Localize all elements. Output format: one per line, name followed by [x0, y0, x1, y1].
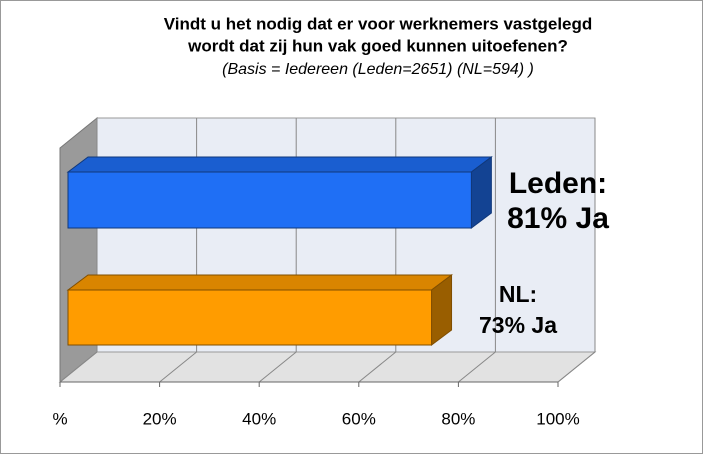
bar: [67, 289, 433, 346]
chart-subtitle: (Basis = Iedereen (Leden=2651) (NL=594) …: [222, 61, 534, 78]
value-label: 81% Ja: [507, 202, 609, 235]
bar-top: [66, 274, 454, 291]
x-tick-label: 60%: [342, 409, 376, 428]
floor-grid-line: [59, 351, 98, 383]
chart-title: wordt dat zij hun vak goed kunnen uitoef…: [187, 36, 568, 55]
chart-title: Vindt u het nodig dat er voor werknemers…: [164, 14, 593, 33]
x-tick-label: %: [52, 409, 67, 428]
x-tick-label: 20%: [143, 409, 177, 428]
bar: [67, 171, 472, 229]
floor-grid-line: [358, 351, 397, 383]
x-tick-label: 40%: [242, 409, 276, 428]
value-label: NL:: [499, 281, 537, 307]
floor: [58, 351, 597, 383]
x-tick-label: 80%: [441, 409, 475, 428]
floor-grid-line: [159, 351, 197, 383]
bar-top: [66, 156, 493, 173]
floor-grid-line: [557, 351, 596, 383]
x-tick-label: 100%: [536, 409, 579, 428]
value-label: Leden:: [509, 167, 607, 200]
value-label: 73% Ja: [479, 312, 557, 338]
floor-grid-line: [458, 351, 496, 383]
floor-grid-line: [258, 351, 297, 383]
